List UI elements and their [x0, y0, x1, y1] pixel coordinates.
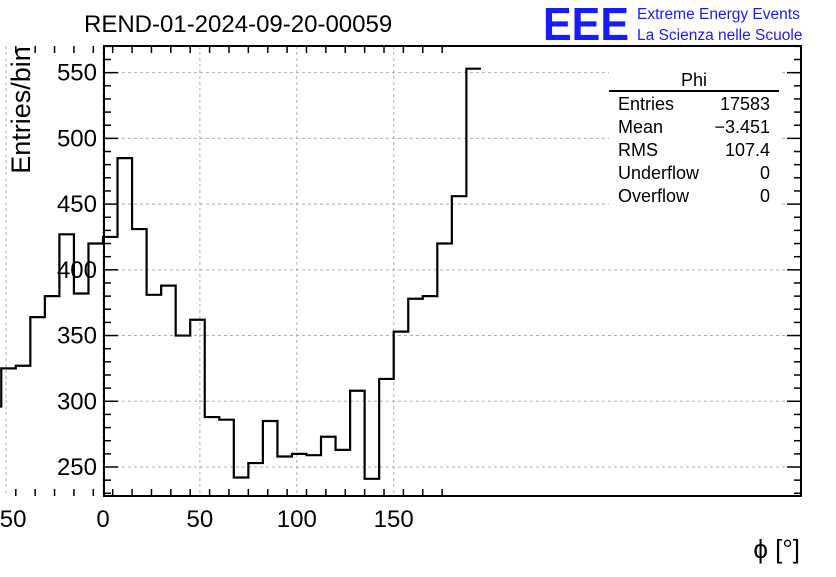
brand-line-1: Extreme Energy Events [637, 6, 800, 23]
histogram-series [0, 67, 481, 480]
x-tick-label: 100 [277, 506, 317, 533]
y-tick-label: 300 [57, 388, 97, 415]
stats-box: Phi Entries 17583 Mean −3.451 RMS 107.4 Underf… [609, 60, 779, 210]
x-tick-label: 50 [187, 506, 214, 533]
plot-frame [103, 45, 802, 497]
x-tick-label: 150 [374, 506, 414, 533]
x-axis-label: ϕ [°] [753, 534, 800, 564]
stats-rows: Entries 17583 Mean −3.451 RMS 107.4 Underflow 0… [618, 94, 770, 206]
histogram-outline [0, 67, 481, 480]
x-tick-label: 0 [96, 506, 109, 533]
y-tick-label: 350 [57, 323, 97, 350]
stats-value: −3.451 [714, 117, 770, 137]
eee-logo-text: EEE [543, 0, 629, 50]
stats-label: Entries [618, 94, 674, 114]
stats-value: 107.4 [725, 140, 770, 160]
axis-ticks [15, 45, 801, 496]
stats-box-background [609, 60, 779, 210]
eee-logo: EEE Extreme Energy Events La Scienza nel… [543, 0, 802, 50]
x-tick-label: −50 [0, 506, 26, 533]
run-title: REND-01-2024-09-20-00059 [84, 11, 392, 38]
stats-label: Underflow [618, 163, 700, 183]
y-axis-label: Entries/bin [6, 46, 36, 174]
y-tick-label: 500 [57, 125, 97, 152]
y-tick-labels: 250 300 350 400 450 500 550 [57, 60, 97, 481]
y-tick-label: 450 [57, 191, 97, 218]
brand-line-2: La Scienza nelle Scuole [637, 27, 802, 44]
y-tick-label: 400 [57, 257, 97, 284]
stats-value: 0 [760, 163, 770, 183]
y-tick-label: 550 [57, 60, 97, 87]
stats-value: 0 [760, 186, 770, 206]
y-tick-label: 250 [57, 454, 97, 481]
stats-label: RMS [618, 140, 658, 160]
stats-box-title: Phi [681, 70, 707, 90]
stats-value: 17583 [720, 94, 770, 114]
stats-label: Overflow [618, 186, 690, 206]
stats-label: Mean [618, 117, 663, 137]
